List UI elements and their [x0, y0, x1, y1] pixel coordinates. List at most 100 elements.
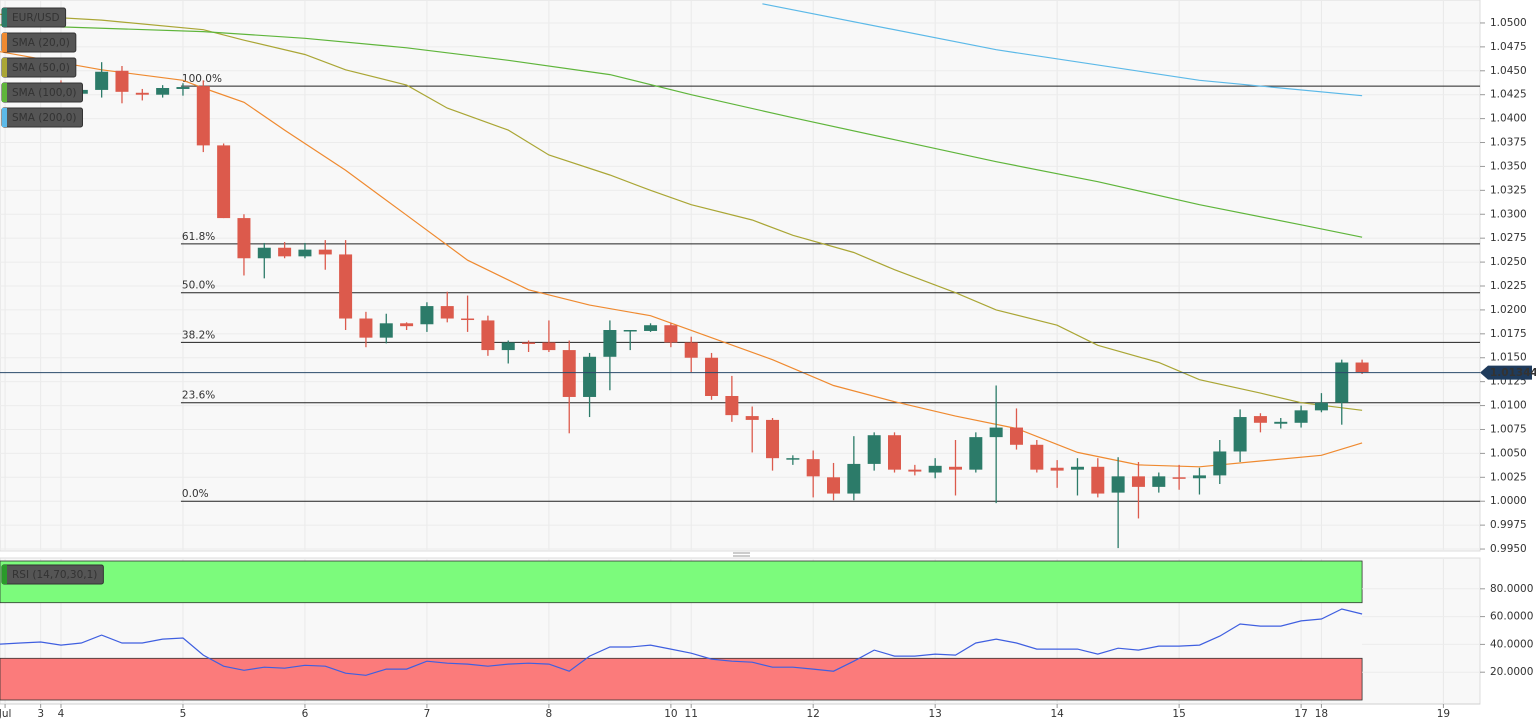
y-tick-label: 1.0075 [1490, 423, 1527, 435]
rsi-zone [0, 657, 1363, 701]
x-tick-label: 6 [302, 708, 309, 720]
candle-body [1009, 427, 1023, 445]
x-tick-label: 3 [37, 708, 44, 720]
candle-body [827, 477, 841, 494]
y-tick-label: 1.0050 [1490, 447, 1527, 459]
x-tick-label: 13 [928, 708, 941, 720]
x-tick-label: 19 [1437, 708, 1450, 720]
y-tick-label: 1.0175 [1490, 328, 1527, 340]
candle-body [522, 342, 536, 344]
fib-level-label: 23.6% [182, 390, 215, 402]
candle-body [318, 249, 332, 255]
candle-body [1274, 421, 1288, 424]
legend-swatch [2, 108, 7, 127]
candle-body [237, 218, 251, 259]
y-tick-label: 1.0500 [1490, 17, 1527, 29]
candle-body [196, 86, 210, 146]
fib-level-label: 50.0% [182, 280, 215, 292]
candle-body [1070, 466, 1084, 470]
legend-label: SMA (20,0) [12, 37, 70, 49]
sma-line [0, 24, 1363, 238]
y-tick-label: 1.0350 [1490, 160, 1527, 172]
legend-label: SMA (50,0) [12, 62, 70, 74]
y-tick-label: 1.0300 [1490, 208, 1527, 220]
x-tick-label: 10 [664, 708, 677, 720]
y-tick-label: 60.0000 [1490, 611, 1533, 623]
candle-body [278, 247, 292, 257]
legend-swatch [2, 58, 7, 77]
y-tick-label: 40.0000 [1490, 638, 1533, 650]
candle-body [888, 435, 902, 470]
candle-body [603, 330, 617, 357]
x-tick-label: 14 [1050, 708, 1064, 720]
candle-body [725, 396, 739, 416]
x-tick-label: 8 [546, 708, 553, 720]
y-tick-label: 1.0450 [1490, 65, 1527, 77]
candle-body [1091, 466, 1105, 494]
candle-body [400, 323, 414, 327]
fib-level-label: 0.0% [182, 488, 209, 500]
x-tick-label: 12 [806, 708, 819, 720]
candle-body [1152, 476, 1166, 487]
legend-swatch [2, 83, 7, 102]
candle-body [115, 70, 129, 92]
y-tick-label: 0.9975 [1490, 519, 1527, 531]
rsi-zone [0, 560, 1363, 604]
y-tick-label: 80.0000 [1490, 583, 1533, 595]
candle-body [705, 357, 719, 396]
x-tick-label: 15 [1172, 708, 1185, 720]
x-tick-label: 7 [424, 708, 431, 720]
y-tick-label: 1.0150 [1490, 352, 1527, 364]
x-tick-label: 17 [1294, 708, 1307, 720]
y-tick-label: 1.0400 [1490, 113, 1527, 125]
y-tick-label: 0.9950 [1490, 543, 1527, 555]
rsi-line [0, 608, 1363, 676]
candle-body [156, 88, 170, 95]
candle-body [745, 416, 759, 420]
legend-item: RSI (14,70,30,1) [1, 564, 104, 585]
candle-body [339, 254, 353, 319]
candle-body [135, 92, 149, 95]
legend-swatch [2, 565, 7, 584]
y-tick-label: 1.0200 [1490, 304, 1527, 316]
candle-body [948, 466, 962, 470]
y-tick-label: 1.0325 [1490, 184, 1527, 196]
candle-body [257, 247, 271, 259]
candle-body [908, 469, 922, 472]
candle-body [542, 342, 556, 351]
x-tick-label: 18 [1315, 708, 1328, 720]
y-tick-label: 1.0225 [1490, 280, 1527, 292]
candle-body [420, 306, 434, 325]
candle-body [1111, 476, 1125, 493]
candle-body [176, 87, 190, 89]
y-tick-label: 20.0000 [1490, 666, 1533, 678]
candle-body [847, 463, 861, 494]
candle-body [644, 325, 658, 331]
fib-level-label: 38.2% [182, 329, 215, 341]
candle-body [684, 342, 698, 358]
x-tick-label: Jul [0, 708, 11, 720]
candle-body [379, 323, 393, 338]
candle-body [623, 330, 637, 332]
candle-body [1050, 467, 1064, 471]
candle-body [867, 435, 881, 464]
legend-item: SMA (50,0) [1, 57, 77, 78]
legend-item: SMA (200,0) [1, 107, 83, 128]
last-price-label: 1.01344 [1490, 367, 1536, 379]
legend-label: EUR/USD [12, 12, 60, 24]
candle-body [766, 419, 780, 459]
candle-body [928, 465, 942, 473]
candle-body [1314, 402, 1328, 411]
y-tick-label: 1.0025 [1490, 471, 1527, 483]
candle-body [1172, 477, 1186, 479]
legend-item: SMA (100,0) [1, 82, 83, 103]
candle-body [1131, 476, 1145, 487]
x-tick-label: 5 [180, 708, 187, 720]
candle-body [440, 306, 454, 319]
legend-item: SMA (20,0) [1, 32, 77, 53]
candle-body [989, 427, 1003, 438]
x-tick-label: 4 [58, 708, 65, 720]
candle-body [969, 437, 983, 470]
y-tick-label: 1.0000 [1490, 495, 1527, 507]
